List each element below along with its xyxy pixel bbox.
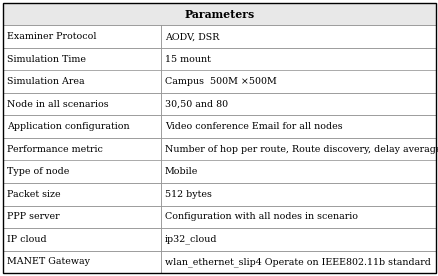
Bar	[161, 228, 435, 251]
Bar	[161, 70, 435, 93]
Text: Simulation Area: Simulation Area	[7, 77, 85, 86]
Text: Simulation Time: Simulation Time	[7, 55, 86, 64]
Bar	[3, 93, 161, 115]
Bar	[161, 161, 435, 183]
Text: Parameters: Parameters	[184, 9, 254, 20]
Bar	[161, 48, 435, 70]
Text: AODV, DSR: AODV, DSR	[165, 32, 219, 41]
Bar	[3, 115, 161, 138]
Text: Performance metric: Performance metric	[7, 145, 102, 154]
Text: ip32_cloud: ip32_cloud	[165, 234, 217, 244]
Bar	[3, 70, 161, 93]
Text: Campus  500M ×500M: Campus 500M ×500M	[165, 77, 276, 86]
Bar	[161, 138, 435, 161]
Text: 512 bytes: 512 bytes	[165, 190, 212, 199]
Text: IP cloud: IP cloud	[7, 235, 46, 244]
Bar	[161, 251, 435, 273]
Text: PPP server: PPP server	[7, 212, 60, 221]
Bar	[3, 25, 161, 48]
Bar	[3, 138, 161, 161]
Bar	[161, 183, 435, 206]
Text: wlan_ethernet_slip4 Operate on IEEE802.11b standard: wlan_ethernet_slip4 Operate on IEEE802.1…	[165, 257, 430, 267]
Text: Application configuration: Application configuration	[7, 122, 129, 131]
Text: Packet size: Packet size	[7, 190, 60, 199]
Bar	[3, 48, 161, 70]
Bar	[161, 206, 435, 228]
Text: Examiner Protocol: Examiner Protocol	[7, 32, 96, 41]
Bar	[161, 93, 435, 115]
Bar	[3, 183, 161, 206]
Bar	[3, 161, 161, 183]
Text: 15 mount: 15 mount	[165, 55, 210, 64]
Text: Video conference Email for all nodes: Video conference Email for all nodes	[165, 122, 342, 131]
Text: 30,50 and 80: 30,50 and 80	[165, 100, 228, 109]
Text: Type of node: Type of node	[7, 167, 69, 176]
Text: MANET Gateway: MANET Gateway	[7, 257, 90, 266]
Bar	[161, 25, 435, 48]
Bar	[3, 228, 161, 251]
Bar	[3, 3, 435, 25]
Bar	[3, 251, 161, 273]
Text: Number of hop per route, Route discovery, delay average and throughput: Number of hop per route, Route discovery…	[165, 145, 438, 154]
Bar	[3, 206, 161, 228]
Text: Mobile: Mobile	[165, 167, 198, 176]
Bar	[161, 115, 435, 138]
Text: Node in all scenarios: Node in all scenarios	[7, 100, 108, 109]
Text: Configuration with all nodes in scenario: Configuration with all nodes in scenario	[165, 212, 357, 221]
